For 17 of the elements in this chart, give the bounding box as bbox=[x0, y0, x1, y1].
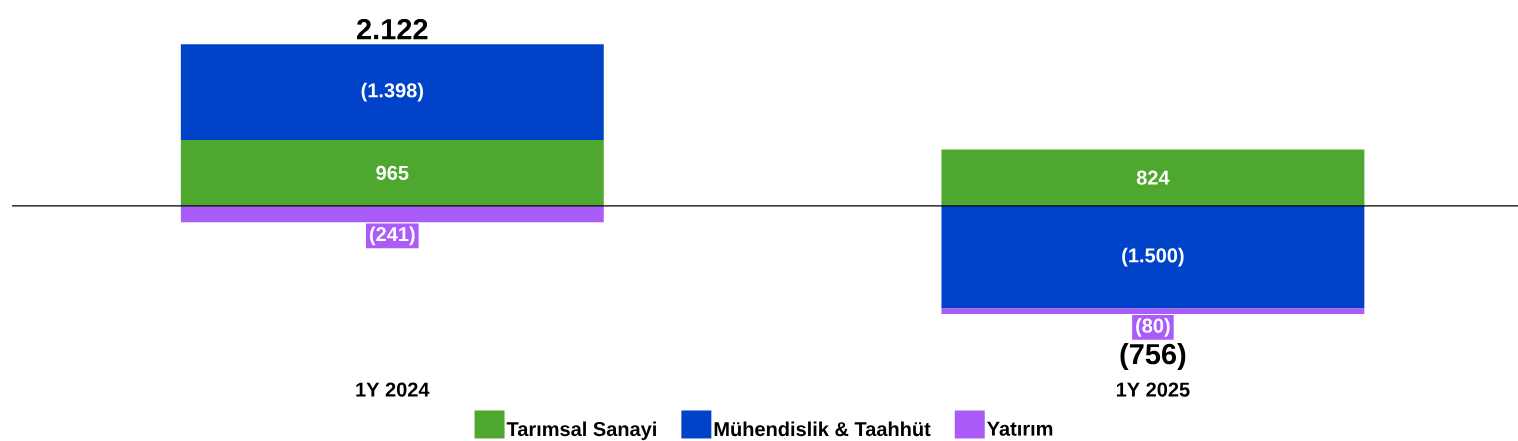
data-label: 965 bbox=[376, 165, 409, 180]
x-tick-label: 1Y 2025 bbox=[1116, 382, 1190, 397]
total-label: (756) bbox=[1120, 343, 1186, 371]
bar bbox=[941, 205, 1365, 309]
bar bbox=[180, 44, 604, 140]
data-label: (1.398) bbox=[361, 82, 423, 102]
total-label: 2.122 bbox=[357, 18, 428, 40]
data-label: 824 bbox=[1136, 170, 1170, 185]
legend-label: Yatırım bbox=[987, 421, 1053, 436]
bar bbox=[941, 149, 1365, 206]
data-label: (241) bbox=[369, 226, 415, 246]
data-label: (80) bbox=[1136, 318, 1170, 337]
legend-label: Tarımsal Sanayi bbox=[506, 421, 656, 441]
legend-label: Mühendislik & Taahhüt bbox=[714, 421, 931, 437]
data-label: (1.500) bbox=[1122, 247, 1184, 267]
bar bbox=[180, 139, 604, 206]
x-tick-label: 1Y 2024 bbox=[356, 382, 430, 397]
